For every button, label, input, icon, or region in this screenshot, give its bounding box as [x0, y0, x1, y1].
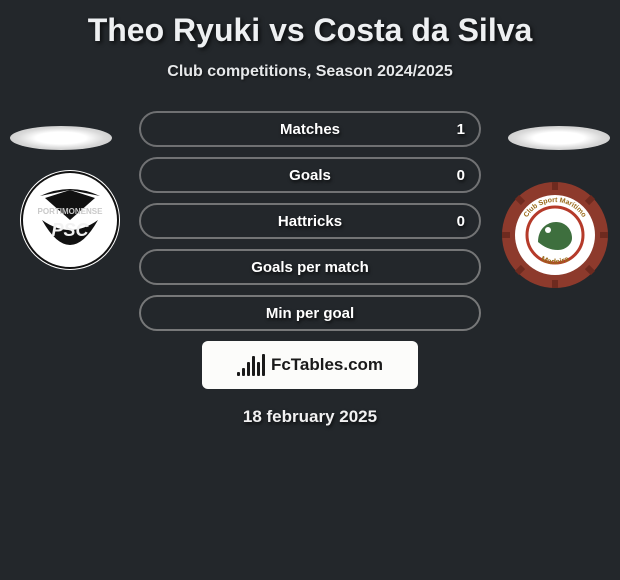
stat-label: Min per goal: [266, 305, 354, 322]
stat-right-value: 0: [457, 213, 465, 230]
subtitle: Club competitions, Season 2024/2025: [0, 63, 620, 81]
left-flag-ellipse: [10, 126, 112, 150]
stat-row: Goals per match: [139, 249, 481, 285]
date-text: 18 february 2025: [0, 407, 620, 427]
stats-container: Matches 1 Goals 0 Hattricks 0 Goals per match M…: [139, 111, 481, 331]
stat-row: Matches 1: [139, 111, 481, 147]
stat-label: Hattricks: [278, 213, 342, 230]
left-team-logo: PORTIMONENSE PSC: [20, 170, 120, 270]
stat-right-value: 0: [457, 167, 465, 184]
portimonense-badge-icon: PORTIMONENSE PSC: [20, 170, 120, 270]
right-team-logo: Club Sport Marítimo Madeira: [500, 180, 610, 290]
stat-label: Goals per match: [251, 259, 369, 276]
maritimo-badge-icon: Club Sport Marítimo Madeira: [500, 180, 610, 290]
left-logo-main-text: PSC: [51, 220, 89, 240]
stat-row: Goals 0: [139, 157, 481, 193]
stat-row: Hattricks 0: [139, 203, 481, 239]
page-title: Theo Ryuki vs Costa da Silva: [0, 0, 620, 49]
brand-text: FcTables.com: [271, 355, 383, 375]
brand-chart-icon: [237, 354, 265, 376]
brand-box: FcTables.com: [202, 341, 418, 389]
stat-label: Goals: [289, 167, 331, 184]
left-logo-top-text: PORTIMONENSE: [38, 207, 104, 216]
stat-label: Matches: [280, 121, 340, 138]
stat-row: Min per goal: [139, 295, 481, 331]
stat-right-value: 1: [457, 121, 465, 138]
right-flag-ellipse: [508, 126, 610, 150]
